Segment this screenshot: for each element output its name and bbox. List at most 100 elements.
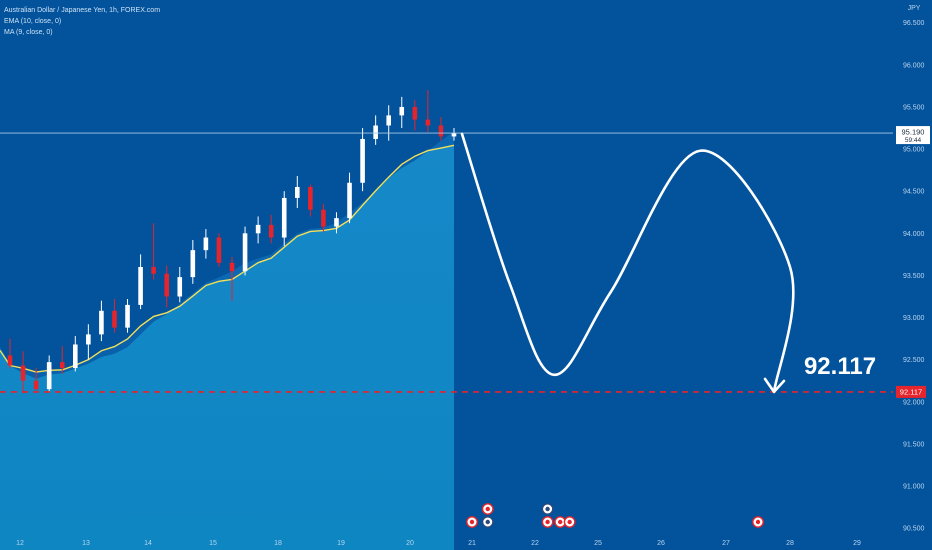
symbol-title: Australian Dollar / Japanese Yen, 1h, FO… <box>4 7 161 14</box>
candle <box>46 355 52 392</box>
candle <box>451 128 457 141</box>
candle <box>190 240 196 284</box>
candle <box>112 299 117 333</box>
candle <box>281 191 287 246</box>
candle-body <box>321 209 326 227</box>
candle-body <box>268 224 274 238</box>
candle-body <box>72 344 78 369</box>
y-tick-label: 91.000 <box>903 483 925 490</box>
candle <box>399 96 405 129</box>
candle-body <box>138 266 143 305</box>
y-tick-label: 92.000 <box>903 399 925 406</box>
chart-legend: Australian Dollar / Japanese Yen, 1h, FO… <box>4 5 160 38</box>
candle-body <box>386 115 392 126</box>
candle <box>72 336 78 372</box>
candle-body <box>451 133 457 137</box>
target-price-box: 92.117 <box>896 385 926 398</box>
event-flag-icon[interactable] <box>554 516 567 528</box>
candle-body <box>308 186 313 210</box>
target-price-value: 92.117 <box>900 387 922 396</box>
candle <box>360 128 365 192</box>
candle-body <box>112 310 117 328</box>
candle-body <box>360 138 365 183</box>
candle-body <box>347 182 352 219</box>
candle-body <box>216 237 222 263</box>
candle-body <box>242 233 248 272</box>
x-tick-label: 20 <box>406 540 414 547</box>
y-tick-label: 96.000 <box>903 62 925 69</box>
candle <box>321 203 326 232</box>
y-tick-label: 94.000 <box>903 231 925 238</box>
candle <box>438 117 444 141</box>
candle <box>373 115 378 145</box>
candle-body <box>412 106 418 120</box>
event-flag-icon[interactable] <box>752 516 764 528</box>
event-marker-dot <box>545 519 550 525</box>
candle <box>99 300 104 342</box>
event-marker-dot <box>558 519 563 525</box>
candle-body <box>203 237 209 251</box>
event-flag-icon[interactable] <box>466 516 478 528</box>
candle-body <box>59 362 65 369</box>
target-big-label: 92.117 <box>804 353 876 380</box>
ema-legend: EMA (10, close, 0) <box>4 18 62 25</box>
candle <box>386 105 392 141</box>
y-tick-label: 91.500 <box>903 441 925 448</box>
candle <box>33 368 39 391</box>
candle-body <box>190 250 196 278</box>
y-tick-label: 90.500 <box>903 526 925 533</box>
candle-body <box>281 197 287 238</box>
candle-body <box>255 224 261 234</box>
x-tick-label: 25 <box>594 540 602 547</box>
event-flag-icon[interactable] <box>481 503 494 515</box>
y-tick-label: 94.500 <box>903 189 925 196</box>
ma-legend: MA (9, close, 0) <box>4 29 53 36</box>
candle <box>425 90 431 133</box>
x-tick-label: 14 <box>144 540 152 547</box>
candle <box>138 254 143 310</box>
event-bell-icon[interactable] <box>541 503 554 515</box>
y-tick-label: 95.000 <box>903 147 925 154</box>
x-tick-label: 22 <box>531 540 539 547</box>
ma-area-fill <box>0 131 454 550</box>
y-tick-label: 95.500 <box>903 104 925 111</box>
candle-body <box>229 262 235 272</box>
event-marker-dot <box>469 519 475 525</box>
candle <box>334 212 339 234</box>
event-flag-icon[interactable] <box>541 516 554 528</box>
candle-body <box>399 106 405 116</box>
target-price-bg <box>896 385 926 398</box>
candle <box>86 324 91 360</box>
candle <box>242 226 248 276</box>
event-bell-icon[interactable] <box>481 516 494 528</box>
candle <box>216 233 222 267</box>
candle <box>177 266 183 303</box>
y-tick-label: 96.500 <box>903 20 925 27</box>
candle-body <box>46 362 52 390</box>
current-price-bg <box>896 126 930 145</box>
candle-body <box>294 186 300 198</box>
current-price-countdown: 59:44 <box>905 137 922 144</box>
candle <box>308 184 313 217</box>
candle <box>59 346 65 374</box>
event-marker-dot <box>545 506 550 512</box>
event-marker-dot <box>755 519 761 525</box>
event-marker-dot <box>485 506 490 512</box>
x-tick-label: 27 <box>722 540 730 547</box>
event-flag-icon[interactable] <box>563 516 576 528</box>
candle-body <box>151 266 156 274</box>
candle <box>125 299 130 333</box>
y-tick-label: 92.500 <box>903 357 925 364</box>
x-tick-label: 29 <box>853 540 861 547</box>
y-tick-label: 93.500 <box>903 273 925 280</box>
x-tick-label: 13 <box>82 540 90 547</box>
candle <box>229 256 235 301</box>
candle-body <box>164 273 170 297</box>
event-marker-dot <box>485 519 490 525</box>
current-price-value: 95.190 <box>902 128 925 137</box>
candle-body <box>125 304 130 328</box>
candle <box>203 229 209 259</box>
candle-body <box>99 310 104 335</box>
y-tick-label: 93.000 <box>903 315 925 322</box>
